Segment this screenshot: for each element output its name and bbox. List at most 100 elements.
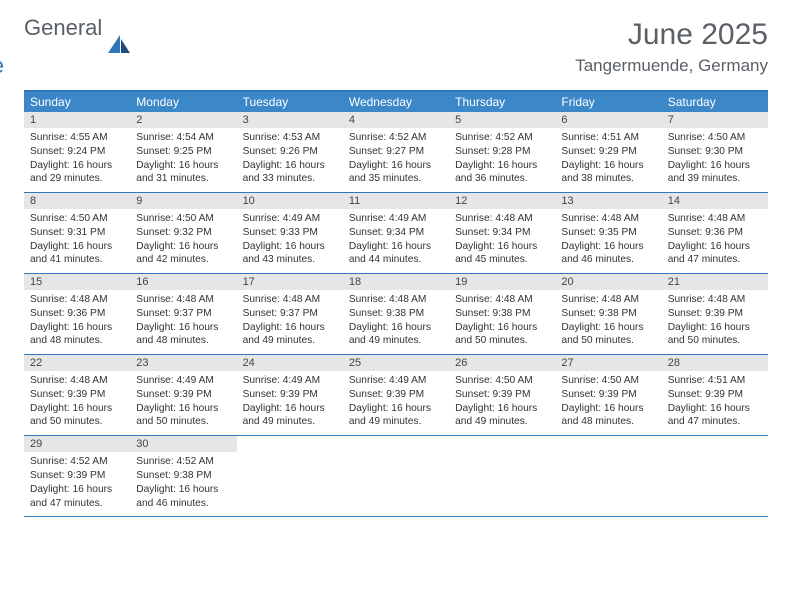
daylight-text: and 29 minutes. <box>30 172 124 186</box>
logo-text-general: General <box>24 18 102 38</box>
day-content: Sunrise: 4:48 AMSunset: 9:36 PMDaylight:… <box>24 290 130 348</box>
sunrise-text: Sunrise: 4:49 AM <box>349 212 443 226</box>
daylight-text: and 49 minutes. <box>455 415 549 429</box>
sunset-text: Sunset: 9:38 PM <box>561 307 655 321</box>
sunrise-text: Sunrise: 4:50 AM <box>455 374 549 388</box>
sunset-text: Sunset: 9:36 PM <box>668 226 762 240</box>
day-cell: 15Sunrise: 4:48 AMSunset: 9:36 PMDayligh… <box>24 274 130 354</box>
sunrise-text: Sunrise: 4:48 AM <box>243 293 337 307</box>
daylight-text: Daylight: 16 hours <box>349 321 443 335</box>
daylight-text: and 47 minutes. <box>30 497 124 511</box>
daylight-text: and 46 minutes. <box>136 497 230 511</box>
daylight-text: and 49 minutes. <box>243 334 337 348</box>
daylight-text: Daylight: 16 hours <box>349 240 443 254</box>
day-number: 18 <box>343 274 449 290</box>
day-cell: 14Sunrise: 4:48 AMSunset: 9:36 PMDayligh… <box>662 193 768 273</box>
day-content: Sunrise: 4:54 AMSunset: 9:25 PMDaylight:… <box>130 128 236 186</box>
daylight-text: Daylight: 16 hours <box>455 159 549 173</box>
day-content: Sunrise: 4:48 AMSunset: 9:39 PMDaylight:… <box>662 290 768 348</box>
day-number: 11 <box>343 193 449 209</box>
day-header-cell: Wednesday <box>343 92 449 112</box>
daylight-text: Daylight: 16 hours <box>30 483 124 497</box>
day-number: 4 <box>343 112 449 128</box>
daylight-text: Daylight: 16 hours <box>455 402 549 416</box>
day-cell: 8Sunrise: 4:50 AMSunset: 9:31 PMDaylight… <box>24 193 130 273</box>
daylight-text: and 47 minutes. <box>668 253 762 267</box>
sunrise-text: Sunrise: 4:48 AM <box>136 293 230 307</box>
daylight-text: and 48 minutes. <box>136 334 230 348</box>
sunrise-text: Sunrise: 4:49 AM <box>243 374 337 388</box>
day-content: Sunrise: 4:50 AMSunset: 9:30 PMDaylight:… <box>662 128 768 186</box>
daylight-text: and 45 minutes. <box>455 253 549 267</box>
day-content: Sunrise: 4:49 AMSunset: 9:39 PMDaylight:… <box>237 371 343 429</box>
logo: General Blue <box>24 18 132 76</box>
sunset-text: Sunset: 9:24 PM <box>30 145 124 159</box>
day-cell: 23Sunrise: 4:49 AMSunset: 9:39 PMDayligh… <box>130 355 236 435</box>
sunrise-text: Sunrise: 4:48 AM <box>561 293 655 307</box>
sunset-text: Sunset: 9:39 PM <box>668 307 762 321</box>
day-number <box>343 436 449 452</box>
day-cell: 18 Sunrise: 4:48 AMSunset: 9:38 PMDayligh… <box>343 274 449 354</box>
day-content: Sunrise: 4:49 AMSunset: 9:34 PMDaylight:… <box>343 209 449 267</box>
day-content: Sunrise: 4:55 AMSunset: 9:24 PMDaylight:… <box>24 128 130 186</box>
daylight-text: Daylight: 16 hours <box>30 402 124 416</box>
day-number: 1 <box>24 112 130 128</box>
daylight-text: Daylight: 16 hours <box>136 321 230 335</box>
daylight-text: Daylight: 16 hours <box>243 402 337 416</box>
day-number <box>555 436 661 452</box>
sunset-text: Sunset: 9:38 PM <box>455 307 549 321</box>
day-number: 23 <box>130 355 236 371</box>
sunset-text: Sunset: 9:37 PM <box>243 307 337 321</box>
daylight-text: Daylight: 16 hours <box>30 240 124 254</box>
sunrise-text: Sunrise: 4:50 AM <box>30 212 124 226</box>
day-cell: 5Sunrise: 4:52 AMSunset: 9:28 PMDaylight… <box>449 112 555 192</box>
sunset-text: Sunset: 9:37 PM <box>136 307 230 321</box>
day-cell: 19Sunrise: 4:48 AMSunset: 9:38 PMDayligh… <box>449 274 555 354</box>
sunrise-text: Sunrise: 4:52 AM <box>455 131 549 145</box>
daylight-text: and 36 minutes. <box>455 172 549 186</box>
sunrise-text: Sunrise: 4:49 AM <box>349 374 443 388</box>
day-number: 22 <box>24 355 130 371</box>
daylight-text: and 41 minutes. <box>30 253 124 267</box>
week-row: 8Sunrise: 4:50 AMSunset: 9:31 PMDaylight… <box>24 193 768 274</box>
sunset-text: Sunset: 9:39 PM <box>455 388 549 402</box>
day-number: 16 <box>130 274 236 290</box>
day-cell <box>662 436 768 516</box>
sunset-text: Sunset: 9:32 PM <box>136 226 230 240</box>
day-content: Sunrise: 4:49 AMSunset: 9:39 PMDaylight:… <box>130 371 236 429</box>
day-content: Sunrise: 4:48 AMSunset: 9:38 PMDaylight:… <box>555 290 661 348</box>
sunrise-text: Sunrise: 4:49 AM <box>243 212 337 226</box>
daylight-text: and 50 minutes. <box>561 334 655 348</box>
sunset-text: Sunset: 9:38 PM <box>349 307 443 321</box>
daylight-text: and 31 minutes. <box>136 172 230 186</box>
day-cell: 26 Sunrise: 4:50 AMSunset: 9:39 PMDayligh… <box>449 355 555 435</box>
sunrise-text: Sunrise: 4:48 AM <box>30 374 124 388</box>
day-number: 26 <box>449 355 555 371</box>
day-content: Sunrise: 4:52 AMSunset: 9:28 PMDaylight:… <box>449 128 555 186</box>
day-number: 14 <box>662 193 768 209</box>
day-content: Sunrise: 4:50 AMSunset: 9:39 PMDaylight:… <box>555 371 661 429</box>
day-content: Sunrise: 4:51 AMSunset: 9:39 PMDaylight:… <box>662 371 768 429</box>
sunrise-text: Sunrise: 4:48 AM <box>561 212 655 226</box>
day-number: 21 <box>662 274 768 290</box>
day-content: Sunrise: 4:48 AMSunset: 9:39 PMDaylight:… <box>24 371 130 429</box>
day-cell: 11Sunrise: 4:49 AMSunset: 9:34 PMDayligh… <box>343 193 449 273</box>
day-content: Sunrise: 4:50 AMSunset: 9:32 PMDaylight:… <box>130 209 236 267</box>
day-content: Sunrise: 4:48 AMSunset: 9:35 PMDaylight:… <box>555 209 661 267</box>
daylight-text: and 42 minutes. <box>136 253 230 267</box>
day-cell: 4Sunrise: 4:52 AMSunset: 9:27 PMDaylight… <box>343 112 449 192</box>
daylight-text: and 33 minutes. <box>243 172 337 186</box>
daylight-text: Daylight: 16 hours <box>30 159 124 173</box>
day-number: 8 <box>24 193 130 209</box>
daylight-text: and 48 minutes. <box>30 334 124 348</box>
daylight-text: Daylight: 16 hours <box>668 240 762 254</box>
daylight-text: and 46 minutes. <box>561 253 655 267</box>
sunrise-text: Sunrise: 4:50 AM <box>561 374 655 388</box>
day-content: Sunrise: 4:48 AMSunset: 9:37 PMDaylight:… <box>130 290 236 348</box>
daylight-text: and 49 minutes. <box>349 334 443 348</box>
daylight-text: and 50 minutes. <box>30 415 124 429</box>
day-cell: 13Sunrise: 4:48 AMSunset: 9:35 PMDayligh… <box>555 193 661 273</box>
sunset-text: Sunset: 9:35 PM <box>561 226 655 240</box>
sunrise-text: Sunrise: 4:48 AM <box>349 293 443 307</box>
sunset-text: Sunset: 9:27 PM <box>349 145 443 159</box>
